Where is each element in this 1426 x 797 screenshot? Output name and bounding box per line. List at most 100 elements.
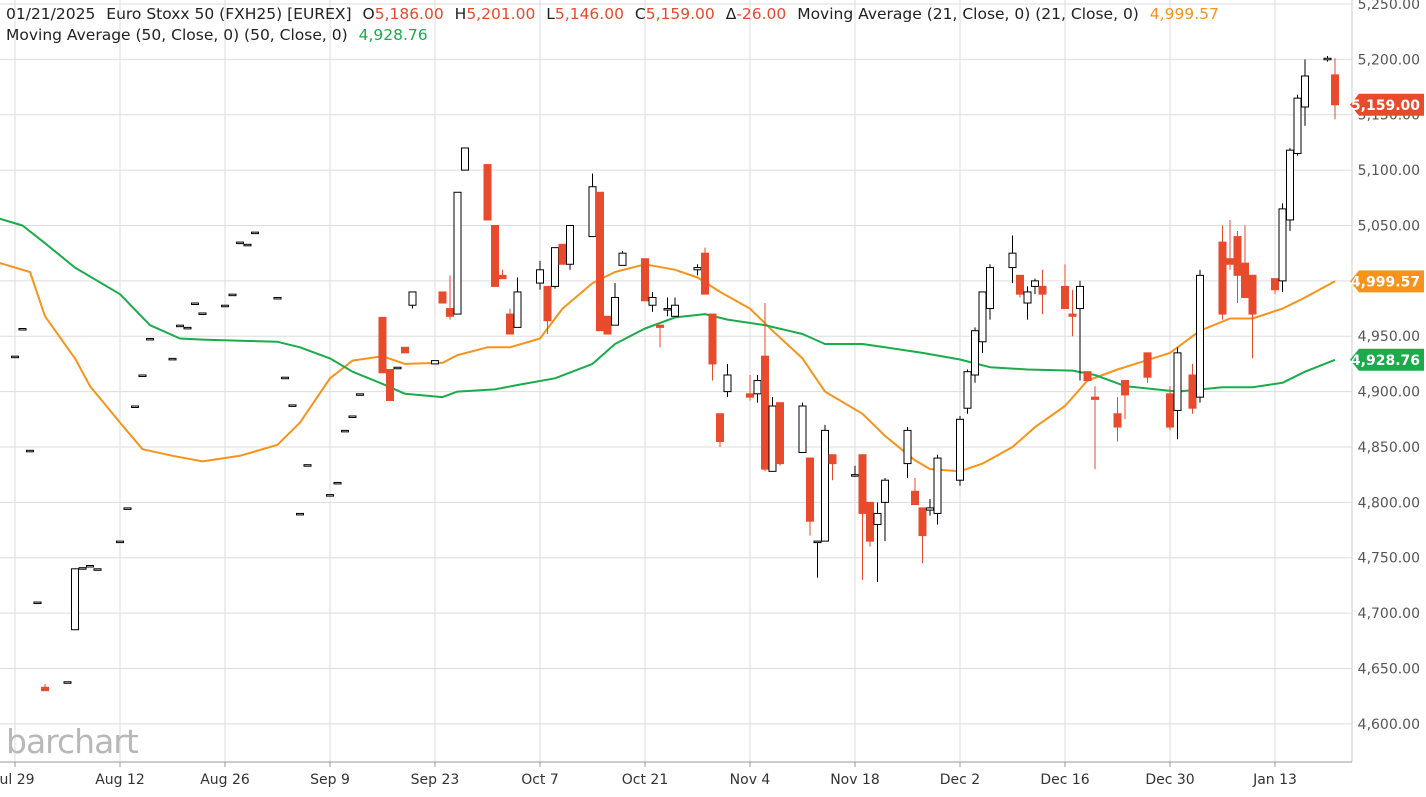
candle bbox=[393, 366, 402, 370]
candle bbox=[438, 291, 447, 304]
candle-body bbox=[86, 564, 94, 568]
legend-change-value: -26.00 bbox=[736, 5, 787, 23]
candle-body bbox=[1233, 236, 1242, 276]
candle-body bbox=[326, 494, 334, 497]
candle bbox=[918, 507, 927, 564]
candle bbox=[596, 191, 604, 332]
candle bbox=[251, 231, 259, 235]
candle-body bbox=[198, 312, 207, 315]
candle bbox=[131, 405, 139, 409]
candle bbox=[1091, 386, 1099, 470]
candle bbox=[806, 457, 814, 536]
candle bbox=[693, 264, 702, 276]
candle bbox=[1083, 371, 1092, 382]
candle-body bbox=[183, 326, 192, 330]
candle bbox=[333, 481, 342, 485]
candle-body bbox=[986, 267, 994, 310]
candle bbox=[491, 224, 499, 287]
candle bbox=[753, 375, 762, 403]
candle bbox=[648, 291, 657, 312]
legend-ma21-label: Moving Average (21, Close, 0) (21, Close… bbox=[797, 5, 1139, 23]
price-badge-bg bbox=[1350, 348, 1424, 371]
candle-body bbox=[1271, 278, 1279, 291]
candle-body bbox=[1286, 149, 1294, 221]
price-badges: 5,159.00 4,999.57 4,928.76 bbox=[1350, 93, 1424, 371]
candle bbox=[296, 512, 304, 516]
candle-body bbox=[483, 164, 492, 221]
candle-body bbox=[453, 191, 462, 315]
y-tick-label: 4,650.00 bbox=[1358, 661, 1420, 677]
candle-body bbox=[588, 186, 597, 238]
candle bbox=[228, 293, 237, 297]
candle bbox=[401, 346, 409, 354]
candle bbox=[1061, 264, 1069, 310]
candle-body bbox=[671, 304, 679, 317]
candle bbox=[986, 264, 994, 320]
candle-body bbox=[288, 404, 297, 407]
candle-body bbox=[821, 429, 829, 542]
candle-body bbox=[693, 267, 702, 271]
y-tick-label: 4,750.00 bbox=[1358, 551, 1420, 567]
x-tick-label: Oct 7 bbox=[521, 772, 559, 788]
candle-body bbox=[1031, 280, 1039, 287]
candle bbox=[116, 540, 124, 544]
candle bbox=[41, 683, 49, 692]
candle-body bbox=[596, 191, 604, 332]
candle-body bbox=[918, 507, 927, 537]
candle bbox=[881, 477, 889, 542]
candle-body bbox=[491, 224, 499, 287]
legend-date: 01/21/2025 bbox=[6, 5, 96, 23]
candle bbox=[851, 465, 859, 477]
candle-body bbox=[228, 293, 237, 297]
candle bbox=[18, 327, 27, 331]
candle bbox=[78, 567, 87, 570]
x-tick-label: Dec 2 bbox=[940, 772, 980, 788]
candle-body bbox=[1008, 252, 1017, 269]
price-badge-label: 4,999.57 bbox=[1351, 274, 1420, 290]
candle-body bbox=[663, 308, 672, 311]
candle-body bbox=[378, 316, 387, 374]
candle bbox=[288, 404, 297, 407]
candle bbox=[378, 316, 387, 374]
candle bbox=[513, 277, 522, 328]
candle-body bbox=[1188, 374, 1197, 409]
candle bbox=[1121, 380, 1129, 420]
candle bbox=[1023, 286, 1032, 320]
candle-body bbox=[251, 231, 259, 235]
candle-body bbox=[513, 291, 522, 328]
x-tick-label: Jul 29 bbox=[0, 772, 35, 788]
candle bbox=[408, 291, 417, 309]
candle bbox=[11, 355, 19, 359]
candle bbox=[978, 291, 987, 353]
candle-body bbox=[551, 247, 559, 287]
price-badge-label: 4,928.76 bbox=[1351, 353, 1420, 369]
legend-instrument: Euro Stoxx 50 (FXH25) [EUREX] bbox=[106, 5, 352, 23]
price-badge: 4,928.76 bbox=[1350, 348, 1424, 371]
candle-body bbox=[71, 568, 79, 631]
candle-body bbox=[1241, 262, 1249, 298]
candle-body bbox=[296, 512, 304, 516]
legend-close-value: 5,159.00 bbox=[645, 5, 715, 23]
x-tick-label: Dec 16 bbox=[1040, 772, 1089, 788]
candle bbox=[198, 312, 207, 315]
y-tick-label: 4,850.00 bbox=[1358, 440, 1420, 456]
candle-body bbox=[168, 357, 177, 361]
candle bbox=[1293, 94, 1302, 156]
candle bbox=[1278, 203, 1287, 292]
candle bbox=[1196, 269, 1204, 403]
candle bbox=[1233, 231, 1242, 304]
y-tick-label: 4,950.00 bbox=[1358, 329, 1420, 345]
candle-body bbox=[611, 296, 619, 326]
candle-body bbox=[303, 464, 312, 467]
candle-body bbox=[708, 313, 717, 365]
candle-body bbox=[348, 415, 357, 418]
candle-body bbox=[408, 291, 417, 306]
candle-body bbox=[963, 371, 972, 409]
candle bbox=[1331, 58, 1339, 120]
candle bbox=[933, 454, 942, 525]
ma21-line bbox=[0, 262, 1336, 473]
candle-body bbox=[273, 296, 282, 300]
candle bbox=[236, 241, 244, 245]
